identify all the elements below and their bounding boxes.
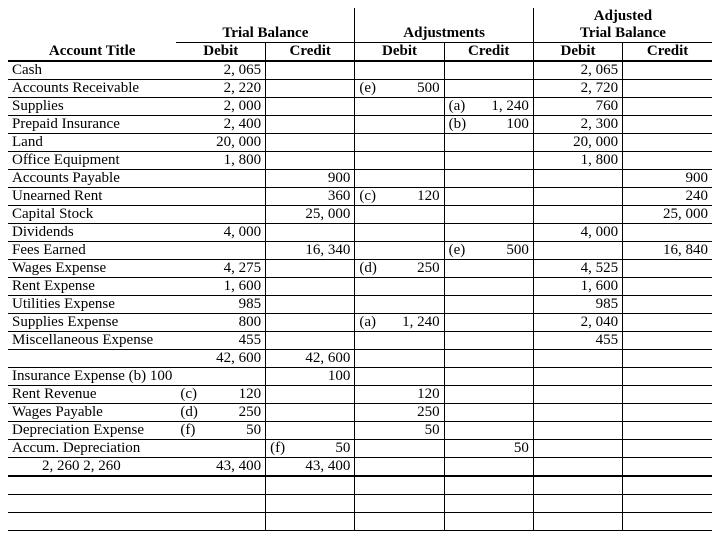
account-title-cell: Office Equipment [8, 152, 176, 170]
account-title-cell: Land [8, 134, 176, 152]
table-row: Office Equipment1, 8001, 800 [8, 152, 712, 170]
account-title-cell: Wages Payable [8, 404, 176, 422]
account-title-cell: Cash [8, 61, 176, 80]
header-adj-credit: Credit [444, 43, 533, 62]
header-adjusted-2: Trial Balance [533, 25, 712, 43]
header-tb-credit: Credit [266, 43, 355, 62]
table-row: Wages Expense4, 275(d)2504, 525 [8, 260, 712, 278]
account-title-cell: Rent Revenue [8, 386, 176, 404]
worksheet-table: Adjusted Trial Balance Adjustments Trial… [8, 8, 712, 531]
table-row: Insurance Expense (b) 100100 [8, 368, 712, 386]
table-row: Capital Stock25, 00025, 000 [8, 206, 712, 224]
table-row: Rent Revenue(c)120120 [8, 386, 712, 404]
empty-row [8, 476, 712, 495]
account-title-cell: Accounts Payable [8, 170, 176, 188]
account-title-cell: Supplies [8, 98, 176, 116]
header-trial-balance: Trial Balance [176, 25, 355, 43]
account-title-cell: Accounts Receivable [8, 80, 176, 98]
account-title-cell: Utilities Expense [8, 296, 176, 314]
empty-row [8, 495, 712, 513]
account-title-cell: Dividends [8, 224, 176, 242]
header-row-2: Trial Balance Adjustments Trial Balance [8, 25, 712, 43]
table-row: Land20, 00020, 000 [8, 134, 712, 152]
account-title-cell: Rent Expense [8, 278, 176, 296]
table-row: Prepaid Insurance2, 400(b)1002, 300 [8, 116, 712, 134]
table-row: Utilities Expense985985 [8, 296, 712, 314]
account-title-cell: Insurance Expense (b) 100 [8, 368, 176, 386]
table-row: Wages Payable(d)250250 [8, 404, 712, 422]
table-row: Depreciation Expense(f)5050 [8, 422, 712, 440]
table-row: Rent Expense1, 6001, 600 [8, 278, 712, 296]
table-row: Accounts Payable900900 [8, 170, 712, 188]
table-row: Supplies2, 000(a)1, 240760 [8, 98, 712, 116]
account-title-cell: Prepaid Insurance [8, 116, 176, 134]
header-adjustments: Adjustments [355, 25, 534, 43]
header-adj-debit: Debit [355, 43, 444, 62]
account-title-cell: Accum. Depreciation [8, 440, 176, 458]
table-row: Accounts Receivable2, 220(e)5002, 720 [8, 80, 712, 98]
empty-row [8, 513, 712, 531]
header-row-1: Adjusted [8, 8, 712, 25]
header-atb-credit: Credit [623, 43, 712, 62]
subheader-row: Account Title Debit Credit Debit Credit … [8, 43, 712, 62]
header-tb-debit: Debit [176, 43, 265, 62]
account-title-cell: Supplies Expense [8, 314, 176, 332]
account-title-cell: Depreciation Expense [8, 422, 176, 440]
table-row: Fees Earned16, 340(e)50016, 840 [8, 242, 712, 260]
account-title-cell: 2, 260 2, 260 [8, 458, 176, 477]
account-title-cell [8, 350, 176, 368]
account-title-cell: Miscellaneous Expense [8, 332, 176, 350]
account-title-cell: Wages Expense [8, 260, 176, 278]
table-row: Cash2, 0652, 065 [8, 61, 712, 80]
account-title-cell: Fees Earned [8, 242, 176, 260]
header-atb-debit: Debit [533, 43, 622, 62]
header-account-title: Account Title [8, 43, 176, 62]
table-row: 2, 260 2, 26043, 40043, 400 [8, 458, 712, 477]
account-title-cell: Unearned Rent [8, 188, 176, 206]
table-row: 42, 60042, 600 [8, 350, 712, 368]
table-row: Supplies Expense800(a)1, 2402, 040 [8, 314, 712, 332]
header-adjusted-1: Adjusted [533, 8, 712, 25]
account-title-cell: Capital Stock [8, 206, 176, 224]
table-row: Dividends4, 0004, 000 [8, 224, 712, 242]
table-row: Accum. Depreciation(f)5050 [8, 440, 712, 458]
table-row: Miscellaneous Expense455455 [8, 332, 712, 350]
table-row: Unearned Rent360(c)120240 [8, 188, 712, 206]
